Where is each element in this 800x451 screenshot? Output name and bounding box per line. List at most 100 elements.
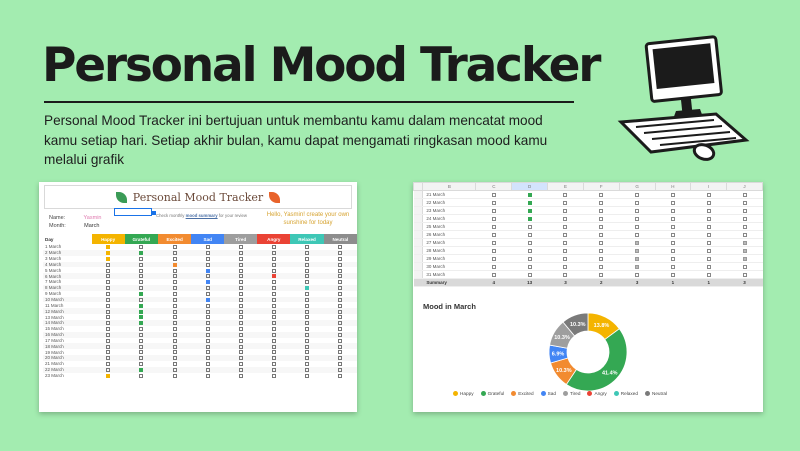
mood-checkbox[interactable] <box>670 200 675 205</box>
mood-checkbox[interactable] <box>563 264 568 269</box>
mood-checkbox[interactable] <box>305 321 310 326</box>
mood-checkbox[interactable] <box>106 332 111 337</box>
mood-checkbox[interactable] <box>491 208 496 213</box>
mood-checkbox[interactable] <box>238 327 243 332</box>
mood-checkbox[interactable] <box>106 344 111 349</box>
mood-checkbox[interactable] <box>305 274 310 279</box>
mood-checkbox[interactable] <box>338 286 343 291</box>
mood-checkbox[interactable] <box>172 338 177 343</box>
mood-checkbox[interactable] <box>271 280 276 285</box>
mood-checkbox[interactable] <box>205 332 210 337</box>
mood-checkbox[interactable] <box>106 268 111 273</box>
mood-checkbox[interactable] <box>106 245 111 250</box>
mood-checkbox[interactable] <box>742 192 747 197</box>
mood-checkbox[interactable] <box>172 262 177 267</box>
mood-checkbox[interactable] <box>670 256 675 261</box>
mood-checkbox[interactable] <box>139 297 144 302</box>
mood-checkbox[interactable] <box>491 224 496 229</box>
mood-checkbox[interactable] <box>238 315 243 320</box>
mood-checkbox[interactable] <box>670 272 675 277</box>
mood-checkbox[interactable] <box>172 274 177 279</box>
mood-checkbox[interactable] <box>271 332 276 337</box>
mood-checkbox[interactable] <box>172 367 177 372</box>
mood-checkbox[interactable] <box>599 224 604 229</box>
mood-checkbox[interactable] <box>338 268 343 273</box>
mood-checkbox[interactable] <box>139 332 144 337</box>
mood-checkbox[interactable] <box>238 251 243 256</box>
mood-checkbox[interactable] <box>742 200 747 205</box>
mood-checkbox[interactable] <box>238 245 243 250</box>
column-header-i[interactable]: I <box>690 182 728 191</box>
mood-checkbox[interactable] <box>706 264 711 269</box>
mood-checkbox[interactable] <box>172 251 177 256</box>
row-number[interactable] <box>413 238 424 247</box>
mood-checkbox[interactable] <box>670 248 675 253</box>
mood-checkbox[interactable] <box>742 248 747 253</box>
month-selection-box[interactable] <box>114 208 152 216</box>
mood-checkbox[interactable] <box>338 303 343 308</box>
column-header-e[interactable]: E <box>547 182 584 191</box>
mood-checkbox[interactable] <box>106 274 111 279</box>
mood-checkbox[interactable] <box>527 208 532 213</box>
mood-checkbox[interactable] <box>106 367 111 372</box>
mood-checkbox[interactable] <box>742 232 747 237</box>
mood-checkbox[interactable] <box>238 321 243 326</box>
mood-checkbox[interactable] <box>527 192 532 197</box>
mood-checkbox[interactable] <box>271 274 276 279</box>
mood-checkbox[interactable] <box>338 256 343 261</box>
mood-checkbox[interactable] <box>238 297 243 302</box>
mood-checkbox[interactable] <box>271 367 276 372</box>
mood-checkbox[interactable] <box>271 268 276 273</box>
mood-checkbox[interactable] <box>338 315 343 320</box>
mood-checkbox[interactable] <box>139 367 144 372</box>
row-number[interactable] <box>413 206 424 215</box>
mood-checkbox[interactable] <box>106 303 111 308</box>
mood-checkbox[interactable] <box>205 262 210 267</box>
mood-checkbox[interactable] <box>106 315 111 320</box>
mood-checkbox[interactable] <box>305 327 310 332</box>
mood-checkbox[interactable] <box>205 321 210 326</box>
mood-checkbox[interactable] <box>338 350 343 355</box>
column-header-h[interactable]: H <box>654 182 692 191</box>
mood-checkbox[interactable] <box>742 264 747 269</box>
mood-checkbox[interactable] <box>172 303 177 308</box>
mood-checkbox[interactable] <box>305 315 310 320</box>
mood-checkbox[interactable] <box>305 245 310 250</box>
mood-checkbox[interactable] <box>238 367 243 372</box>
mood-checkbox[interactable] <box>271 256 276 261</box>
mood-checkbox[interactable] <box>742 216 747 221</box>
row-number[interactable] <box>413 222 424 231</box>
mood-checkbox[interactable] <box>238 256 243 261</box>
mood-checkbox[interactable] <box>172 332 177 337</box>
mood-checkbox[interactable] <box>599 256 604 261</box>
mood-checkbox[interactable] <box>491 192 496 197</box>
column-header-f[interactable]: F <box>582 182 620 191</box>
mood-checkbox[interactable] <box>172 344 177 349</box>
mood-checkbox[interactable] <box>338 332 343 337</box>
mood-checkbox[interactable] <box>527 256 532 261</box>
mood-checkbox[interactable] <box>106 321 111 326</box>
mood-checkbox[interactable] <box>635 224 640 229</box>
mood-checkbox[interactable] <box>238 262 243 267</box>
mood-checkbox[interactable] <box>139 356 144 361</box>
mood-checkbox[interactable] <box>205 367 210 372</box>
mood-checkbox[interactable] <box>599 232 604 237</box>
mood-checkbox[interactable] <box>238 309 243 314</box>
mood-checkbox[interactable] <box>271 245 276 250</box>
mood-checkbox[interactable] <box>205 344 210 349</box>
mood-checkbox[interactable] <box>338 297 343 302</box>
mood-checkbox[interactable] <box>106 286 111 291</box>
mood-checkbox[interactable] <box>106 309 111 314</box>
row-number[interactable] <box>413 198 424 207</box>
mood-checkbox[interactable] <box>635 264 640 269</box>
mood-checkbox[interactable] <box>271 356 276 361</box>
mood-checkbox[interactable] <box>599 208 604 213</box>
mood-checkbox[interactable] <box>338 367 343 372</box>
mood-checkbox[interactable] <box>599 192 604 197</box>
mood-checkbox[interactable] <box>338 251 343 256</box>
mood-checkbox[interactable] <box>238 350 243 355</box>
donut-slice-grateful[interactable] <box>565 328 628 392</box>
mood-checkbox[interactable] <box>305 291 310 296</box>
mood-checkbox[interactable] <box>106 373 111 378</box>
mood-checkbox[interactable] <box>491 272 496 277</box>
